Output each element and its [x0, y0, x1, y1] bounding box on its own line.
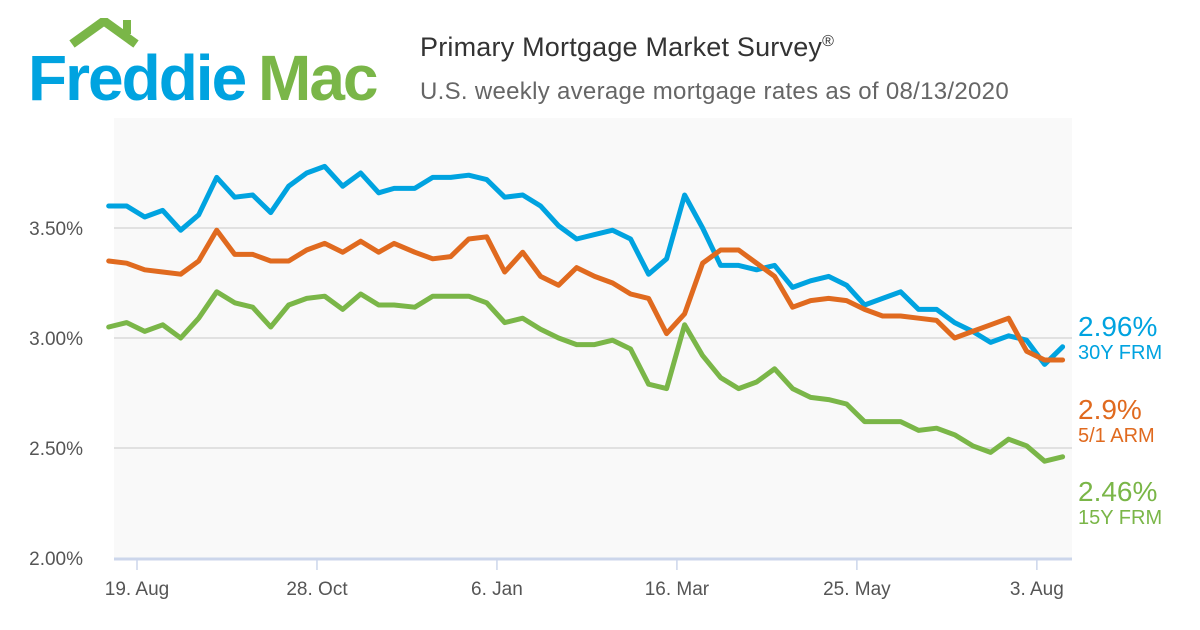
x-tick-label: 25. May	[823, 579, 891, 600]
label-5-1-arm: 2.9% 5/1 ARM	[1078, 394, 1155, 448]
series-line-15y-frm	[106, 289, 1066, 464]
logo-text-freddie: Freddie	[28, 42, 246, 108]
house-chimney-icon	[123, 20, 131, 34]
x-tick-label: 16. Mar	[645, 579, 710, 600]
series-name-30y: 30Y FRM	[1078, 342, 1163, 364]
y-tick-label: 2.50%	[29, 439, 83, 460]
series-name-arm: 5/1 ARM	[1078, 425, 1155, 447]
freddie-mac-logo: Freddie Mac	[28, 18, 379, 108]
label-30y-frm: 2.96% 30Y FRM	[1078, 311, 1163, 365]
last-value-15y: 2.46%	[1078, 476, 1158, 507]
chart-title: Primary Mortgage Market Survey®	[420, 32, 835, 62]
house-roof-icon	[69, 18, 139, 48]
x-tick-label: 28. Oct	[286, 579, 348, 600]
y-tick-label: 2.00%	[29, 549, 83, 570]
last-value-30y: 2.96%	[1078, 311, 1158, 342]
x-tick-label: 3. Aug	[1010, 579, 1064, 600]
y-tick-label: 3.50%	[29, 219, 83, 240]
logo-text-mac: Mac	[258, 42, 377, 108]
label-15y-frm: 2.46% 15Y FRM	[1078, 476, 1163, 530]
x-tick-label: 6. Jan	[471, 579, 523, 600]
last-value-arm: 2.9%	[1078, 394, 1142, 425]
series-line-5-1-arm	[106, 227, 1066, 363]
series-name-15y: 15Y FRM	[1078, 507, 1163, 529]
series-line-30y-frm	[106, 163, 1066, 367]
x-tick-label: 19. Aug	[105, 579, 169, 600]
y-tick-label: 3.00%	[29, 329, 83, 350]
chart-subtitle: U.S. weekly average mortgage rates as of…	[420, 78, 1009, 105]
